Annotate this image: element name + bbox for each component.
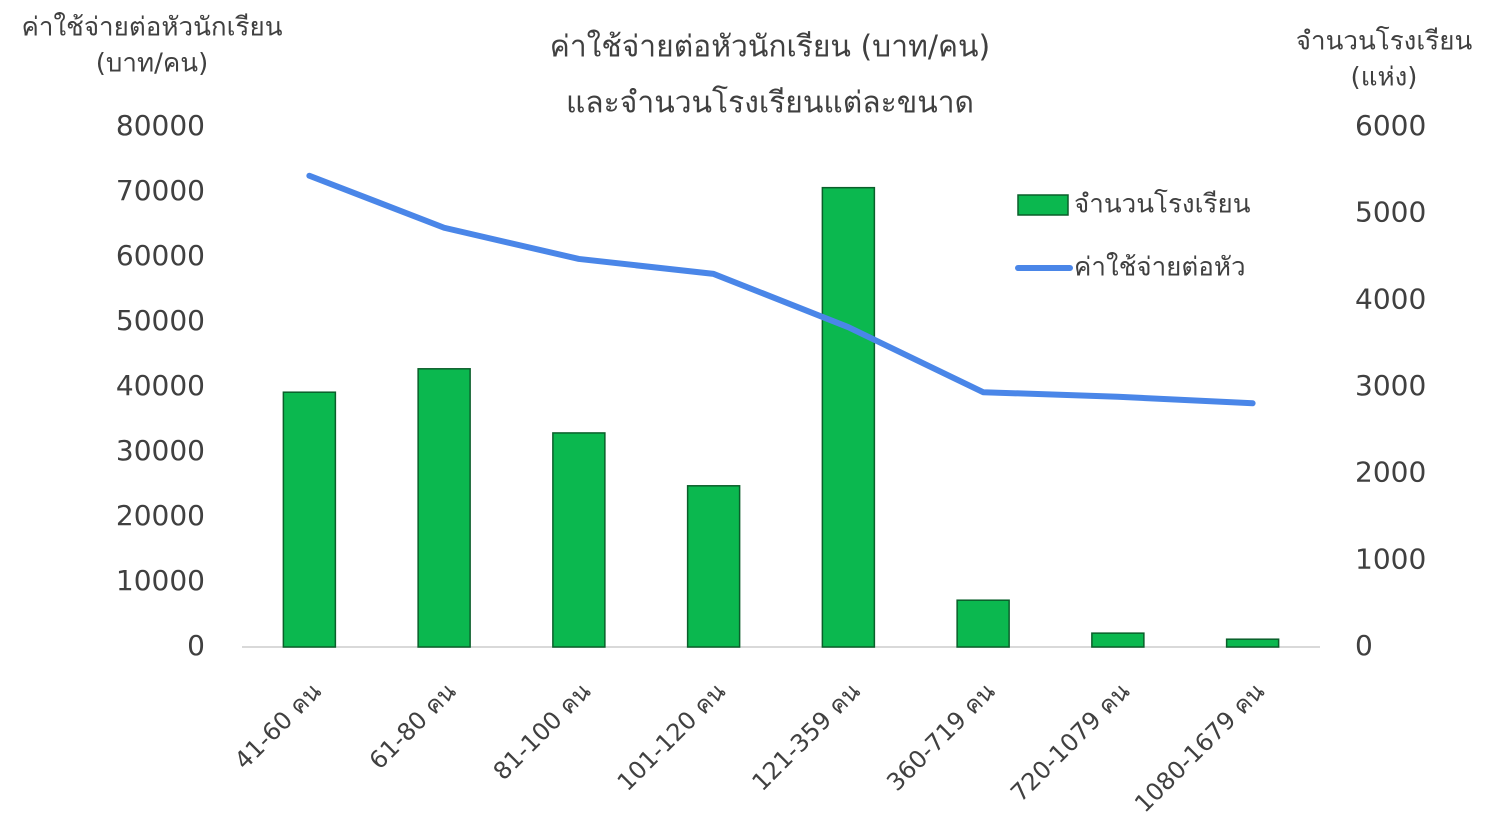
y2-tick-label: 2000 [1355, 456, 1426, 489]
y-tick-label: 20000 [116, 499, 205, 532]
y-tick-label: 60000 [116, 239, 205, 272]
y-tick-label: 80000 [116, 109, 205, 142]
x-tick-label: 101-120 คน [612, 677, 731, 796]
bar [956, 599, 1010, 648]
y2-tick-label: 4000 [1355, 282, 1426, 315]
y-tick-label: 70000 [116, 174, 205, 207]
legend-label: ค่าใช้จ่ายต่อหัว [1074, 253, 1246, 283]
y-tick-label: 40000 [116, 369, 205, 402]
legend-swatch [1017, 194, 1069, 216]
bar [282, 391, 337, 648]
y-tick-label: 50000 [116, 304, 205, 337]
x-tick-label: 121-359 คน [747, 677, 866, 796]
x-tick-label: 81-100 คน [488, 677, 596, 785]
bar [821, 186, 876, 648]
line [306, 172, 1256, 407]
y-tick-label: 30000 [116, 434, 205, 467]
y-tick-label: 10000 [116, 564, 205, 597]
bar [417, 368, 471, 648]
y-tick-label: 0 [187, 629, 205, 662]
x-tick-label: 360-719 คน [881, 677, 1000, 796]
bar [686, 485, 741, 648]
y2-tick-label: 1000 [1355, 542, 1426, 575]
y2-tick-label: 0 [1355, 629, 1373, 662]
bar [1225, 638, 1280, 648]
legend-label: จำนวนโรงเรียน [1074, 189, 1251, 220]
y2-tick-label: 6000 [1355, 109, 1426, 142]
x-tick-label: 1080-1679 คน [1129, 677, 1270, 818]
y-axis-title: (บาท/คน) [96, 49, 208, 79]
bar [1091, 632, 1145, 648]
y-axis-title: ค่าใช้จ่ายต่อหัวนักเรียน [21, 13, 282, 43]
x-tick-label: 720-1079 คน [1005, 677, 1135, 807]
bar [552, 432, 606, 648]
y2-tick-label: 5000 [1355, 196, 1426, 229]
chart-title: และจำนวนโรงเรียนแต่ละขนาด [566, 85, 974, 121]
x-tick-label: 41-60 คน [229, 677, 326, 774]
y2-tick-label: 3000 [1355, 369, 1426, 402]
y2-axis-title: จำนวนโรงเรียน [1296, 26, 1473, 57]
y2-axis-title: (แห่ง) [1351, 63, 1418, 93]
x-tick-label: 61-80 คน [364, 677, 461, 774]
chart-title: ค่าใช้จ่ายต่อหัวนักเรียน (บาท/คน) [550, 30, 990, 65]
